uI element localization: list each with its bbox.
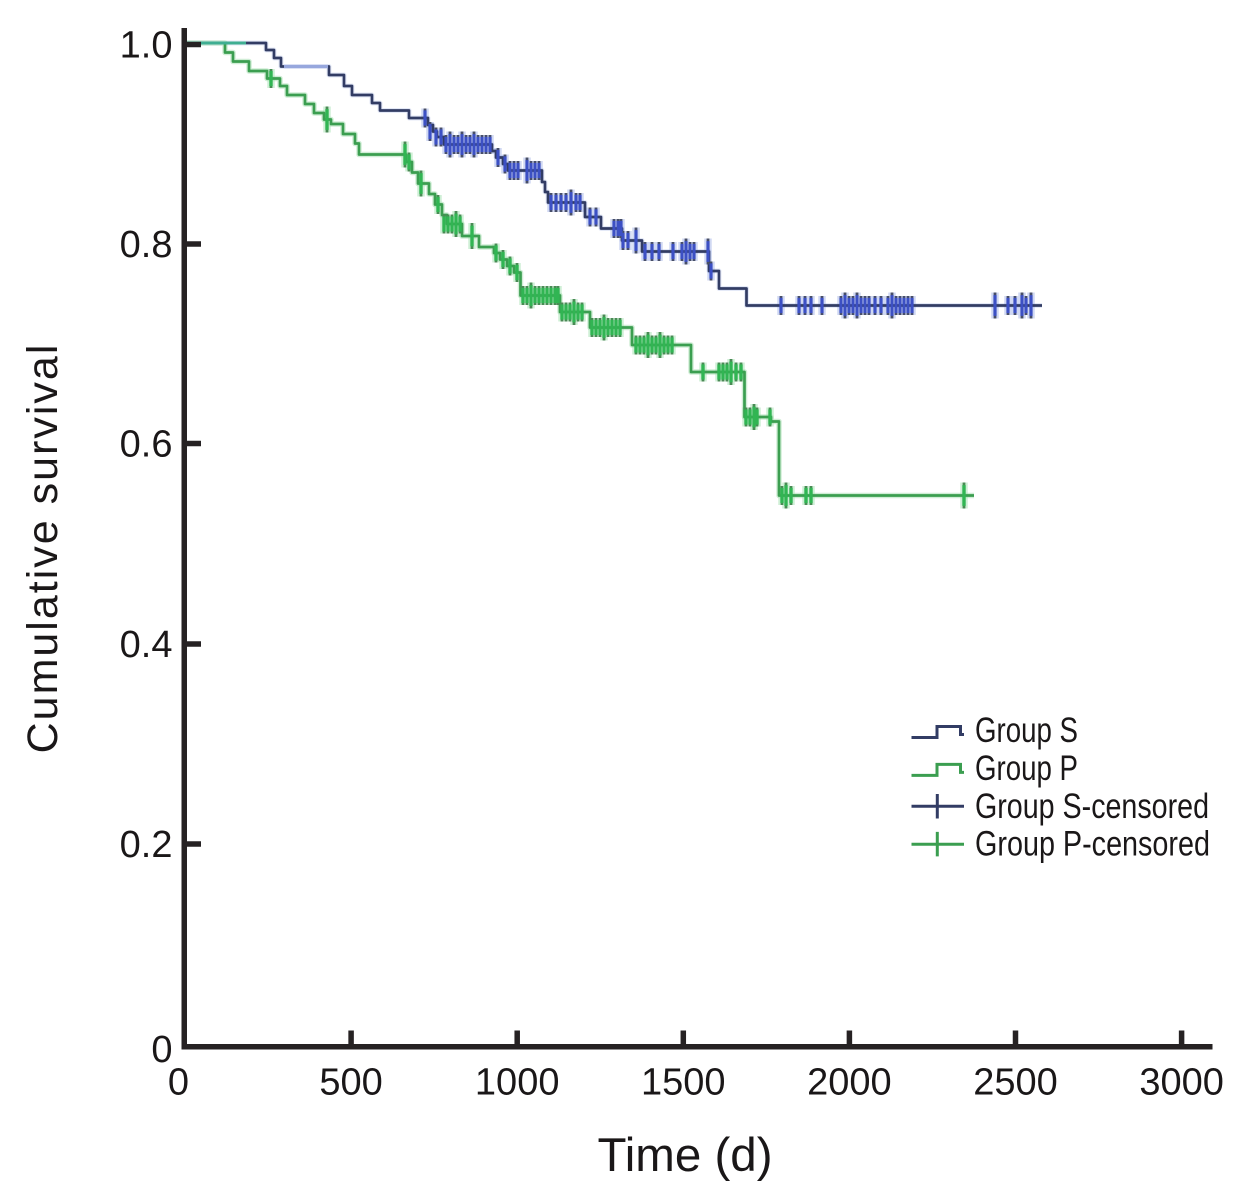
svg-text:1.0: 1.0 <box>120 24 173 66</box>
svg-text:0: 0 <box>151 1029 172 1071</box>
svg-text:0.6: 0.6 <box>120 423 173 465</box>
svg-text:Group P: Group P <box>975 749 1078 788</box>
svg-text:Group S: Group S <box>975 711 1078 750</box>
svg-text:0.8: 0.8 <box>120 224 173 266</box>
svg-text:0.4: 0.4 <box>120 624 173 666</box>
svg-text:1000: 1000 <box>475 1062 560 1104</box>
svg-text:Cumulative survival: Cumulative survival <box>19 343 67 754</box>
svg-text:3000: 3000 <box>1139 1062 1224 1104</box>
svg-text:2000: 2000 <box>807 1062 892 1104</box>
svg-text:Group S-censored: Group S-censored <box>975 787 1209 826</box>
svg-text:Group P-censored: Group P-censored <box>975 825 1210 864</box>
svg-text:1500: 1500 <box>641 1062 726 1104</box>
svg-text:500: 500 <box>319 1062 382 1104</box>
svg-text:0.2: 0.2 <box>120 824 173 866</box>
svg-text:2500: 2500 <box>973 1062 1058 1104</box>
svg-text:Time (d): Time (d) <box>597 1129 772 1182</box>
svg-text:0: 0 <box>168 1062 189 1104</box>
